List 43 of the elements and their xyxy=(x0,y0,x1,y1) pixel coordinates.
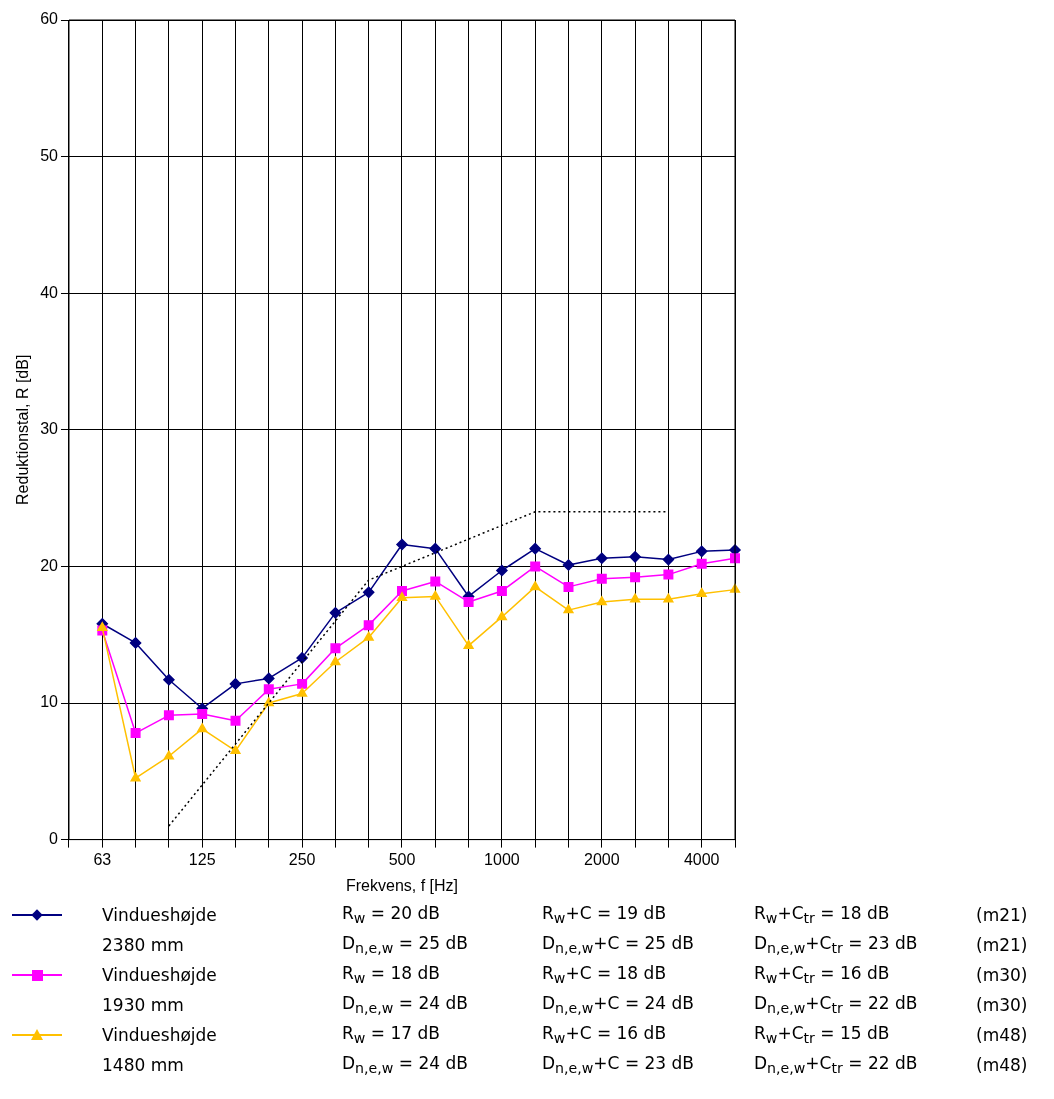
text: R$_{w}$+C = 18 dB xyxy=(542,963,667,987)
text: D$_{n,e,w}$+C = 24 dB xyxy=(542,993,695,1017)
text: D$_{n,e,w}$ = 24 dB xyxy=(342,1053,468,1077)
text: D$_{n,e,w}$+C$_{tr}$ = 22 dB xyxy=(754,1053,918,1077)
y-tick-label: 50 xyxy=(40,147,59,165)
y-tick-label: 20 xyxy=(40,556,59,574)
text: R$_{w}$+C$_{tr}$ = 16 dB xyxy=(754,963,890,987)
y-tick-label: 30 xyxy=(40,420,59,438)
text: R$_{w}$+C$_{tr}$ = 15 dB xyxy=(754,1023,890,1047)
text: R$_{w}$+C$_{tr}$ = 18 dB xyxy=(754,903,890,927)
text: R$_{w}$ = 18 dB xyxy=(342,963,440,987)
text: R$_{w}$+C = 16 dB xyxy=(542,1023,667,1047)
legend-label: Vindueshøjde 1930 mm xyxy=(102,964,218,1017)
x-tick-label: 500 xyxy=(388,850,416,868)
legend-label: Vindueshøjde 1480 mm xyxy=(102,1024,218,1077)
x-tick-label: 250 xyxy=(288,850,316,868)
text: D$_{n,e,w}$+C$_{tr}$ = 23 dB xyxy=(754,933,918,957)
text: R$_{w}$ = 17 dB xyxy=(342,1023,440,1047)
y-tick-label: 10 xyxy=(40,693,59,711)
text: R$_{w}$+C = 19 dB xyxy=(542,903,667,927)
text: D$_{n,e,w}$ = 24 dB xyxy=(342,993,468,1017)
x-tick-label: 1000 xyxy=(484,850,520,868)
text: (m48) xyxy=(976,1025,1028,1045)
text: R$_{w}$ = 20 dB xyxy=(342,903,440,927)
text: (m30) xyxy=(976,995,1028,1015)
text: D$_{n,e,w}$+C = 23 dB xyxy=(542,1053,695,1077)
x-tick-label: 63 xyxy=(93,850,112,868)
text: D$_{n,e,w}$ = 25 dB xyxy=(342,933,468,957)
y-tick-label: 40 xyxy=(40,283,59,301)
y-axis-title: Reduktionstal, R [dB] xyxy=(14,354,32,505)
x-tick-label: 125 xyxy=(188,850,216,868)
text: (m21) xyxy=(976,935,1028,955)
text: (m30) xyxy=(976,965,1028,985)
x-axis-title: Frekvens, f [Hz] xyxy=(345,876,459,894)
x-tick-label: 2000 xyxy=(584,850,620,868)
y-tick-label: 0 xyxy=(49,830,59,848)
y-tick-label: 60 xyxy=(40,10,59,28)
legend-label: Vindueshøjde 2380 mm xyxy=(102,904,218,957)
text: (m21) xyxy=(976,905,1028,925)
text: (m48) xyxy=(976,1055,1028,1075)
x-tick-label: 4000 xyxy=(683,850,720,868)
text: D$_{n,e,w}$+C$_{tr}$ = 22 dB xyxy=(754,993,918,1017)
text: D$_{n,e,w}$+C = 25 dB xyxy=(542,933,695,957)
